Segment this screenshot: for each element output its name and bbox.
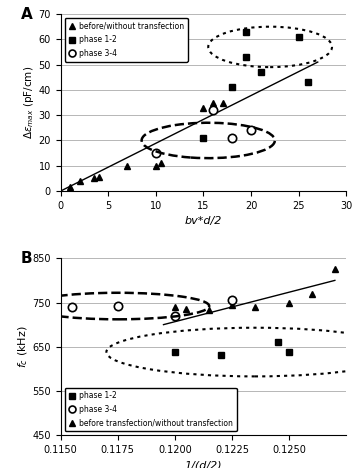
Y-axis label: $f_c$ (kHz): $f_c$ (kHz) (16, 326, 30, 368)
Text: A: A (21, 7, 32, 22)
Text: B: B (21, 251, 32, 266)
X-axis label: bv*d/2: bv*d/2 (185, 216, 222, 227)
Y-axis label: $\Delta\varepsilon_{max}$ (pF/cm): $\Delta\varepsilon_{max}$ (pF/cm) (22, 66, 36, 139)
X-axis label: 1/(d/2): 1/(d/2) (185, 461, 222, 468)
Legend: phase 1-2, phase 3-4, before transfection/without transfection: phase 1-2, phase 3-4, before transfectio… (65, 388, 237, 431)
Legend: before/without transfection, phase 1-2, phase 3-4: before/without transfection, phase 1-2, … (65, 18, 188, 62)
